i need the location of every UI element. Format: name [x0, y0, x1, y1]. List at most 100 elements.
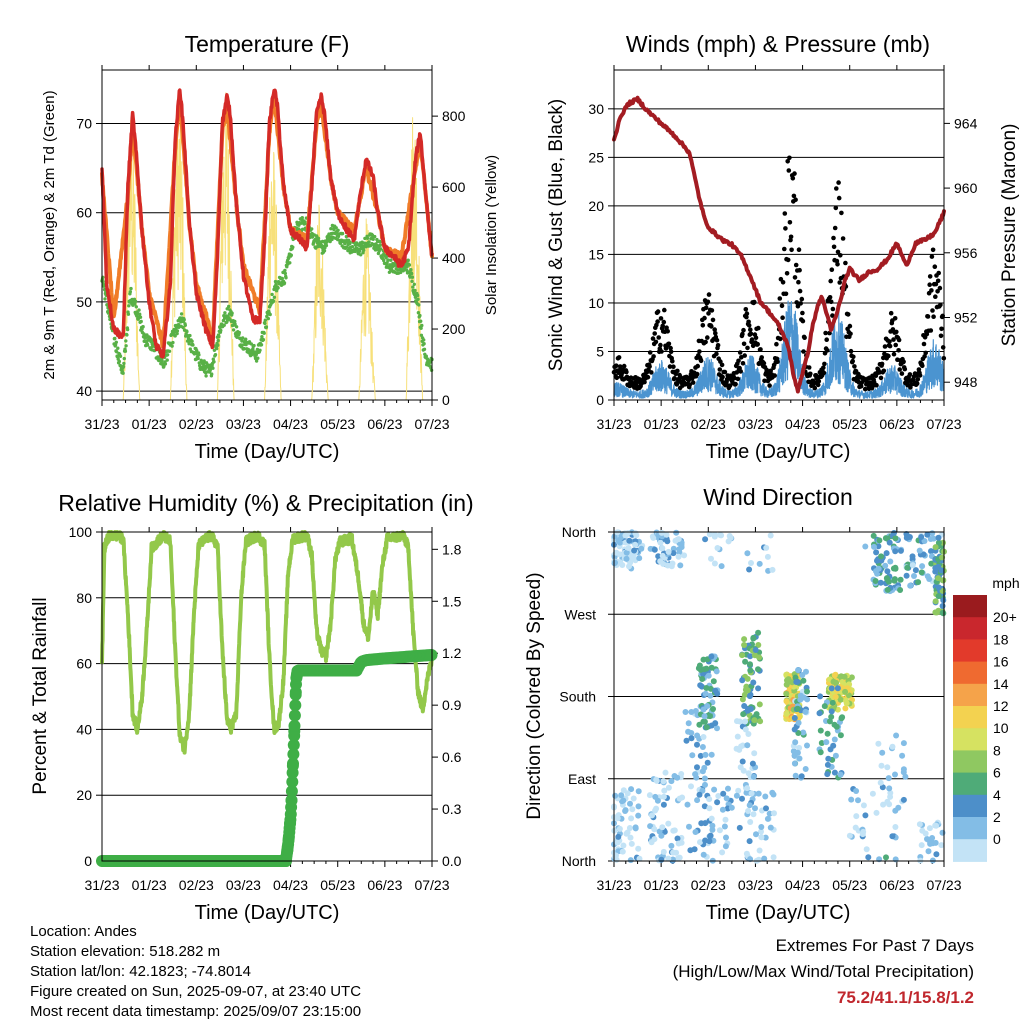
- dewpoint-point: [204, 374, 208, 378]
- gust-point: [661, 319, 667, 325]
- direction-point: [675, 553, 682, 560]
- direction-point: [804, 688, 810, 695]
- direction-point: [723, 834, 729, 841]
- y-tick-label: 0: [84, 853, 92, 869]
- direction-point: [771, 810, 777, 817]
- gust-point: [665, 329, 670, 334]
- direction-point: [686, 823, 692, 830]
- gust-point: [894, 329, 899, 335]
- direction-point: [884, 798, 891, 805]
- gust-point: [778, 336, 783, 342]
- precip-point: [286, 775, 299, 788]
- gust-point: [891, 337, 896, 342]
- gust-point: [703, 305, 709, 311]
- precip-point: [288, 709, 301, 722]
- gust-point: [792, 275, 798, 280]
- gust-point: [843, 260, 848, 266]
- direction-point: [758, 828, 764, 835]
- gust-point: [759, 355, 764, 360]
- x-tick-label: 05/23: [832, 877, 867, 893]
- direction-point: [719, 806, 726, 813]
- dewpoint-point: [310, 227, 314, 231]
- direction-point: [935, 575, 942, 582]
- gust-point: [775, 359, 780, 365]
- direction-point: [702, 536, 709, 543]
- direction-point: [685, 728, 692, 735]
- gust-point: [797, 288, 803, 294]
- dewpoint-point: [145, 343, 150, 347]
- direction-point: [612, 792, 619, 799]
- direction-point: [887, 558, 894, 565]
- direction-point: [753, 711, 760, 718]
- direction-point: [933, 822, 940, 829]
- direction-point: [892, 535, 899, 542]
- direction-point: [802, 708, 809, 715]
- dewpoint-point: [378, 243, 382, 247]
- direction-point: [837, 732, 844, 739]
- direction-point: [928, 560, 935, 567]
- gust-point: [645, 374, 651, 380]
- gust-point: [897, 367, 902, 372]
- y-tick-label: 50: [76, 294, 92, 310]
- dewpoint-point: [266, 316, 270, 321]
- direction-point: [708, 815, 715, 822]
- gust-point: [745, 345, 750, 351]
- gust-point: [878, 375, 884, 381]
- extremes-heading: Extremes For Past 7 Days: [775, 936, 974, 955]
- dewpoint-point: [181, 325, 185, 330]
- direction-point: [706, 531, 713, 538]
- gust-point: [616, 355, 622, 360]
- direction-point: [673, 529, 680, 536]
- direction-point: [744, 687, 751, 694]
- dewpoint-point: [234, 325, 239, 329]
- direction-point: [701, 713, 708, 720]
- dewpoint-point: [259, 343, 264, 347]
- x-tick-label: 04/23: [785, 877, 820, 893]
- direction-point: [694, 741, 700, 748]
- direction-point: [612, 559, 618, 566]
- direction-point: [916, 821, 923, 828]
- gust-point: [655, 319, 660, 324]
- precip-point: [289, 688, 302, 701]
- gust-point: [794, 300, 799, 305]
- dewpoint-point: [118, 354, 123, 358]
- gust-point: [690, 380, 696, 385]
- y-tick-label: 10: [588, 295, 604, 311]
- direction-point: [711, 531, 718, 538]
- colorbar-swatch: [953, 817, 987, 840]
- dewpoint-point: [125, 333, 129, 337]
- dewpoint-point: [210, 372, 214, 376]
- dewpoint-point: [143, 336, 148, 340]
- dewpoint-point: [231, 328, 236, 332]
- dewpoint-point: [190, 339, 194, 343]
- dewpoint-point: [283, 271, 287, 276]
- direction-point: [745, 808, 752, 814]
- dewpoint-point: [285, 265, 289, 269]
- direction-point: [825, 755, 832, 762]
- y-tick-label-right: 800: [442, 108, 466, 124]
- gust-point: [800, 310, 805, 316]
- dewpoint-point: [196, 356, 200, 361]
- gust-point: [925, 314, 931, 319]
- dewpoint-point: [175, 331, 179, 336]
- direction-point: [697, 752, 704, 759]
- gust-point: [793, 197, 798, 202]
- dewpoint-point: [197, 353, 201, 357]
- direction-point: [792, 739, 799, 746]
- direction-point: [670, 550, 677, 557]
- gust-point: [740, 331, 745, 337]
- temperature-title: Temperature (F): [185, 31, 350, 57]
- y-tick-label-right: 0: [442, 392, 450, 408]
- gust-point: [650, 336, 656, 341]
- direction-point: [702, 751, 709, 758]
- dewpoint-point: [198, 363, 202, 368]
- gust-point: [916, 367, 922, 372]
- direction-point: [744, 707, 751, 714]
- y-tick-label-right: 0.3: [442, 801, 462, 817]
- temperature-ylabel-right: Solar Insolation (Yellow): [483, 155, 500, 315]
- gust-point: [756, 325, 761, 331]
- gust-point: [755, 341, 760, 347]
- direction-point: [839, 714, 846, 721]
- direction-point: [865, 854, 872, 861]
- gust-point: [750, 343, 756, 349]
